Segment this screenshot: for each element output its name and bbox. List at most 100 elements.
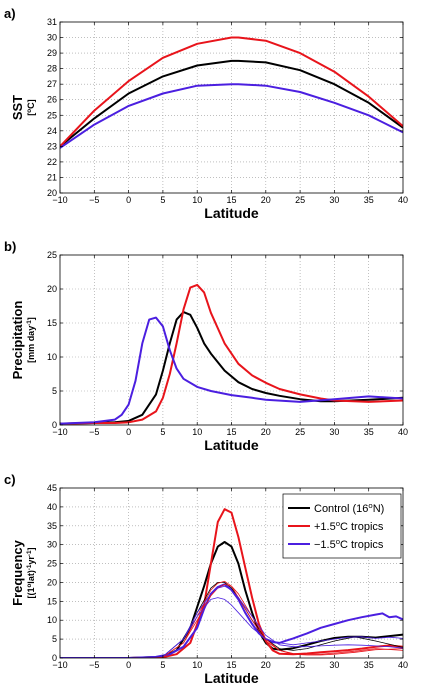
y-axis-unit: [oC] [26,99,37,115]
x-tick-label: 20 [261,660,271,670]
x-tick-label: −10 [52,427,67,437]
legend-entry-part: N) [373,503,385,515]
y-tick-label: 24 [47,126,57,136]
y-tick-label: 45 [47,483,57,493]
x-tick-label: 5 [160,195,165,205]
y-axis-label: SST [10,95,25,120]
x-axis-label: Latitude [204,437,259,453]
x-tick-label: −10 [52,660,67,670]
series-group [60,283,403,425]
x-tick-label: −5 [89,660,99,670]
y-tick-label: 0 [52,420,57,430]
x-tick-label: 20 [261,427,271,437]
y-axis-unit-part: -1 [26,320,33,326]
y-tick-label: 23 [47,141,57,151]
x-tick-label: 40 [398,660,408,670]
x-tick-label: −5 [89,195,99,205]
y-axis-unit-part: C] [26,99,36,109]
y-tick-label: 35 [47,521,57,531]
y-tick-label: 22 [47,157,57,167]
y-axis-unit-part: [mm day [26,326,36,363]
y-axis-label: Frequency [10,539,25,606]
x-tick-label: 25 [295,195,305,205]
legend-entry-part: −1.5 [314,539,336,551]
y-axis-unit-part: [(1 [26,588,36,599]
legend-entry-3: −1.5oC tropics [314,537,384,552]
y-axis-unit-part: -1 [26,564,33,570]
panel-3: −10 −5 0 5 10 15 20 25 30 35 40 0 5 10 15 20 25 30 35 40 45 L… [4,472,408,686]
y-tick-label: 15 [47,596,57,606]
legend-entry-part: +1.5 [314,521,336,533]
y-tick-label: 27 [47,79,57,89]
x-tick-label: 5 [160,427,165,437]
panel-label: b) [4,239,16,254]
series-group [60,36,403,149]
x-tick-label: 25 [295,427,305,437]
x-tick-label: 10 [192,660,202,670]
y-axis-unit-part: yr [26,556,36,565]
series-line-2 [60,36,403,148]
x-tick-label: 30 [329,660,339,670]
legend-entry-part: o [368,501,372,510]
series-line-7 [60,597,403,658]
x-tick-label: 0 [126,195,131,205]
y-tick-label: 15 [47,318,57,328]
legend-entry-part: Control (16 [314,503,368,515]
x-tick-label: 25 [295,660,305,670]
series-line-2 [60,508,403,658]
x-tick-label: 15 [226,427,236,437]
x-tick-label: 30 [329,427,339,437]
series-line-8 [60,585,403,658]
y-axis-unit-part: ] [26,317,36,320]
y-axis-label: Precipitation [10,301,25,380]
y-tick-label: 20 [47,577,57,587]
y-axis-unit-part: lat) [26,570,36,584]
legend-entry-2: +1.5oC tropics [314,519,384,534]
x-tick-label: 40 [398,195,408,205]
x-tick-label: 10 [192,195,202,205]
x-tick-label: −5 [89,427,99,437]
y-tick-label: 10 [47,352,57,362]
y-axis-unit-part: [ [26,113,36,116]
y-tick-label: 29 [47,48,57,58]
panel-2: −10 −5 0 5 10 15 20 25 30 35 40 0 5 10 15 20 25 Latitude b… [4,239,408,453]
legend-entry-part: o [336,519,340,528]
y-tick-label: 25 [47,559,57,569]
series-line-6 [60,583,403,658]
y-tick-label: 5 [52,634,57,644]
legend-entry-part: C tropics [340,521,384,533]
y-tick-label: 10 [47,615,57,625]
y-tick-label: 28 [47,64,57,74]
plot-frame [59,21,404,194]
legend-entry-part: C tropics [340,539,384,551]
y-axis-unit-part: o [26,109,33,113]
y-tick-label: 40 [47,502,57,512]
x-tick-label: 10 [192,427,202,437]
y-tick-label: 21 [47,172,57,182]
x-tick-label: 0 [126,427,131,437]
series-group [60,508,403,658]
y-tick-label: 26 [47,95,57,105]
panel-label: c) [4,472,16,487]
x-tick-label: 20 [261,195,271,205]
y-axis-unit: [mm day-1] [26,317,37,363]
y-tick-label: 25 [47,250,57,260]
x-tick-label: 35 [364,660,374,670]
y-tick-label: 20 [47,284,57,294]
x-axis-label: Latitude [204,205,259,221]
x-tick-label: 5 [160,660,165,670]
legend-entry-1: Control (16oN) [314,501,384,516]
x-tick-label: 15 [226,660,236,670]
panel-label: a) [4,6,16,21]
x-tick-label: 35 [364,195,374,205]
x-tick-label: −10 [52,195,67,205]
panel-1: −10 −5 0 5 10 15 20 25 30 35 40 20 21 22 23 24 25 26 27 28 2… [4,6,408,221]
x-tick-label: 30 [329,195,339,205]
x-tick-label: 0 [126,660,131,670]
series-line-3 [60,83,403,149]
x-tick-label: 40 [398,427,408,437]
x-tick-label: 35 [364,427,374,437]
legend-entry-part: o [336,537,340,546]
y-tick-label: 25 [47,110,57,120]
